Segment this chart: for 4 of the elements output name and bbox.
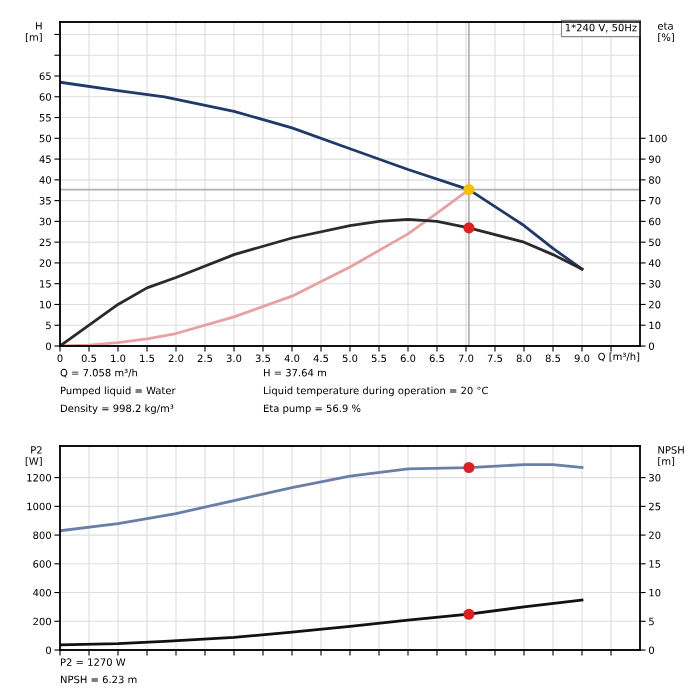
- line-series: [60, 463, 584, 533]
- line-series: [60, 598, 584, 647]
- line-series: [60, 80, 584, 271]
- line-series: [60, 217, 584, 346]
